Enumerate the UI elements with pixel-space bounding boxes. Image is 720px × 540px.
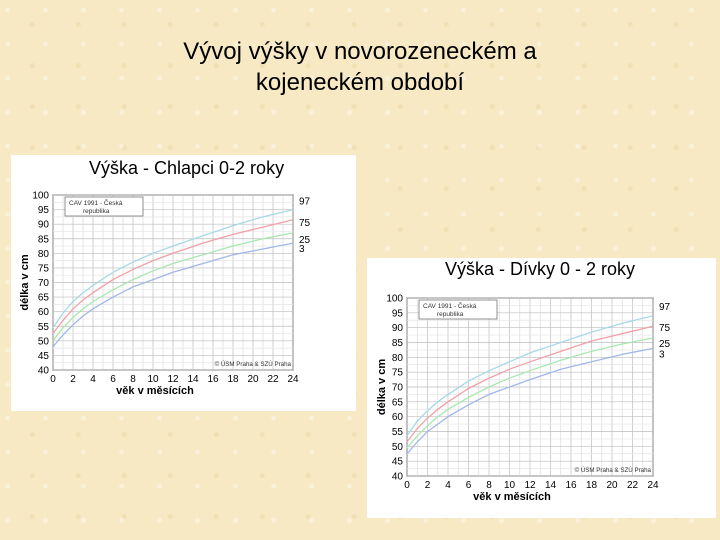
percentile-curve-3 <box>52 242 294 348</box>
y-tick-label: 40 <box>38 366 50 377</box>
y-tick-label: 75 <box>38 263 50 274</box>
girls-height-chart-panel: Výška - Dívky 0 - 2 roky 40 45 50 55 60 65 70 75… <box>367 258 716 518</box>
x-tick-label: 6 <box>110 374 116 385</box>
chart-title: Výška - Chlapci 0-2 roky <box>89 158 284 178</box>
percentile-curve-3 <box>406 347 654 455</box>
y-tick-label: 75 <box>392 368 404 379</box>
percentile-curve-25 <box>52 232 294 342</box>
chart-title: Výška - Dívky 0 - 2 roky <box>445 259 635 279</box>
legend-box-line2: republika <box>437 311 464 318</box>
x-tick-label: 22 <box>627 480 639 491</box>
girls-height-chart: Výška - Dívky 0 - 2 roky4045505560657075… <box>376 259 671 503</box>
y-tick-label: 60 <box>38 307 50 318</box>
y-tick-label: 80 <box>392 353 404 364</box>
x-tick-label: 4 <box>90 374 96 385</box>
x-tick-label: 0 <box>50 374 56 385</box>
x-tick-label: 12 <box>524 480 536 491</box>
percentile-label-25: 25 <box>299 235 311 246</box>
y-tick-label: 55 <box>392 427 404 438</box>
y-tick-label: 40 <box>392 472 404 483</box>
x-axis-label: věk v měsících <box>116 385 194 397</box>
y-tick-label: 65 <box>38 293 50 304</box>
x-tick-label: 14 <box>545 480 557 491</box>
x-tick-label: 8 <box>130 374 136 385</box>
credit-text: © ÚSM Praha & SZÚ Praha <box>215 361 292 368</box>
x-tick-label: 24 <box>287 374 299 385</box>
y-tick-label: 95 <box>38 205 50 216</box>
percentile-label-97: 97 <box>299 197 311 208</box>
percentile-curve-97 <box>52 208 294 329</box>
percentile-label-25: 25 <box>659 339 671 350</box>
credit-text: © ÚSM Praha & SZÚ Praha <box>575 467 652 474</box>
x-tick-label: 16 <box>565 480 577 491</box>
slide-title-line1: Vývoj výšky v novorozeneckém a <box>183 38 537 65</box>
y-tick-label: 90 <box>392 323 404 334</box>
percentile-label-75: 75 <box>659 323 671 334</box>
y-tick-label: 50 <box>38 336 50 347</box>
percentile-curve-25 <box>406 337 654 449</box>
x-tick-label: 18 <box>586 480 598 491</box>
x-tick-label: 24 <box>647 480 659 491</box>
x-tick-label: 20 <box>606 480 618 491</box>
x-tick-label: 14 <box>187 374 199 385</box>
boys-height-chart-panel: Výška - Chlapci 0-2 roky 40 45 50 55 60 65 70 75… <box>11 155 356 411</box>
legend-box <box>64 196 144 217</box>
y-tick-label: 65 <box>392 397 404 408</box>
percentile-curve-75 <box>52 219 294 334</box>
y-tick-label: 45 <box>38 351 50 362</box>
y-tick-label: 45 <box>392 457 404 468</box>
x-tick-label: 6 <box>466 480 472 491</box>
percentile-curve-97 <box>406 315 654 437</box>
y-tick-label: 100 <box>386 294 403 305</box>
x-tick-label: 10 <box>147 374 159 385</box>
percentile-label-97: 97 <box>659 302 671 313</box>
x-tick-label: 12 <box>167 374 179 385</box>
x-tick-label: 2 <box>425 480 431 491</box>
legend-box-line2: republika <box>83 208 110 215</box>
percentile-curve-75 <box>406 325 654 443</box>
percentile-label-75: 75 <box>299 218 311 229</box>
percentile-label-3: 3 <box>299 244 305 255</box>
x-axis-label: věk v měsících <box>473 491 551 503</box>
y-tick-label: 50 <box>392 442 404 453</box>
x-tick-label: 18 <box>227 374 239 385</box>
y-tick-label: 100 <box>32 191 49 202</box>
y-tick-label: 70 <box>38 278 50 289</box>
x-tick-label: 2 <box>70 374 76 385</box>
y-tick-label: 85 <box>392 338 404 349</box>
x-tick-label: 10 <box>504 480 516 491</box>
x-tick-label: 16 <box>207 374 219 385</box>
boys-height-chart: Výška - Chlapci 0-2 roky4045505560657075… <box>19 158 311 397</box>
percentile-label-3: 3 <box>659 349 665 360</box>
y-tick-label: 85 <box>38 234 50 245</box>
y-tick-label: 55 <box>38 322 50 333</box>
legend-box-line1: CAV 1991 - Česká <box>423 301 477 310</box>
y-axis-label: délka v cm <box>376 359 388 415</box>
x-tick-label: 4 <box>445 480 451 491</box>
x-tick-label: 22 <box>267 374 279 385</box>
y-axis-label: délka v cm <box>19 254 31 310</box>
legend-box-line1: CAV 1991 - Česká <box>69 198 123 207</box>
y-tick-label: 95 <box>392 308 404 319</box>
y-tick-label: 90 <box>38 220 50 231</box>
slide-title-line2: kojeneckém období <box>255 69 465 96</box>
y-tick-label: 70 <box>392 383 404 394</box>
legend-box <box>418 299 498 320</box>
x-tick-label: 8 <box>486 480 492 491</box>
x-tick-label: 0 <box>404 480 410 491</box>
slide-title: Vývoj výšky v novorozeneckém a kojenecké… <box>60 36 660 98</box>
y-tick-label: 80 <box>38 249 50 260</box>
x-tick-label: 20 <box>247 374 259 385</box>
y-tick-label: 60 <box>392 412 404 423</box>
